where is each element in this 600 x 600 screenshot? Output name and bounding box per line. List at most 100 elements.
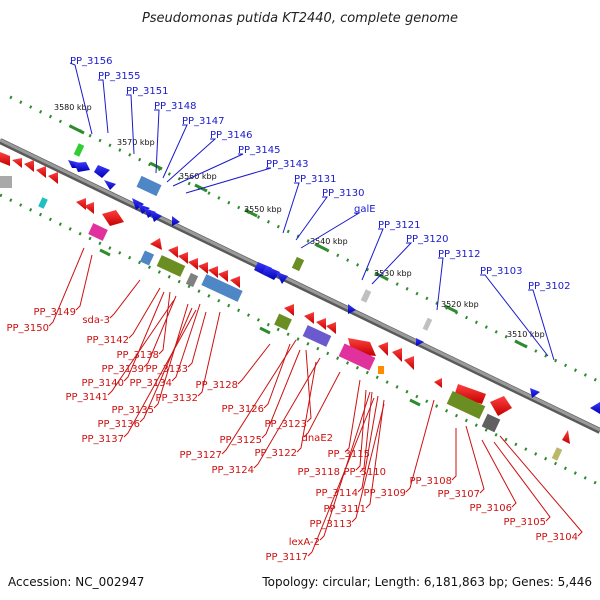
gene-label: PP_3138 xyxy=(116,350,159,361)
gene-label: PP_3106 xyxy=(469,503,512,514)
gene-arrow xyxy=(276,272,288,284)
kbp-tick-label: 3540 kbp xyxy=(310,237,348,246)
gene-label: PP_3133 xyxy=(145,364,188,375)
gene-arrow xyxy=(150,238,162,250)
gene-arrow xyxy=(0,152,10,166)
upper-leaders xyxy=(69,62,555,361)
gene-arrow xyxy=(218,270,228,282)
gene-arrow xyxy=(188,258,198,270)
gene-label: PP_3108 xyxy=(409,476,452,487)
gene-arrow xyxy=(104,180,116,190)
gene-arrow xyxy=(76,198,86,210)
gene-arrow xyxy=(198,262,208,274)
gene-block xyxy=(139,250,155,266)
gene-arrow xyxy=(416,338,424,346)
gene-arrow xyxy=(392,348,402,362)
gene-arrow xyxy=(168,246,178,258)
lower-blocks xyxy=(0,176,563,461)
gene-arrow xyxy=(454,384,486,404)
gene-label: PP_3142 xyxy=(86,335,129,346)
gene-block xyxy=(422,317,433,331)
gene-label: PP_3109 xyxy=(363,488,406,499)
gene-arrow xyxy=(316,318,326,330)
gene-label: PP_3136 xyxy=(97,419,140,430)
gene-label: PP_3150 xyxy=(6,323,49,334)
gene-block xyxy=(291,256,305,272)
kbp-tick-label: 3520 kbp xyxy=(441,300,479,309)
gene-block xyxy=(156,255,186,277)
gene-label: PP_3141 xyxy=(65,392,108,403)
gene-label: PP_3115 xyxy=(327,449,370,460)
gene-label: PP_3143 xyxy=(266,159,309,170)
gene-arrow xyxy=(24,160,34,172)
gene-arrow xyxy=(74,162,90,172)
gene-label: PP_3104 xyxy=(535,532,578,543)
gene-label: PP_3156 xyxy=(70,56,113,67)
gene-label: PP_3145 xyxy=(238,145,281,156)
upper-blocks xyxy=(73,143,433,331)
kbp-tick-label: 3560 kbp xyxy=(179,172,217,181)
gene-label: PP_3114 xyxy=(315,488,358,499)
gene-arrow xyxy=(102,210,124,226)
gene-arrow xyxy=(36,166,46,178)
gene-label: PP_3137 xyxy=(81,434,124,445)
gene-label: PP_3139 xyxy=(101,364,144,375)
upper-labels: PP_3156 PP_3155 PP_3151 PP_3148 PP_3147 … xyxy=(70,56,571,292)
gene-arrow xyxy=(378,342,388,356)
gene-arrow xyxy=(208,266,218,278)
genome-backbone xyxy=(0,138,600,434)
gene-block xyxy=(360,289,372,303)
kbp-tick-label: 3580 kbp xyxy=(54,103,92,112)
kbp-ticks: 3580 kbp 3570 kbp 3560 kbp 3550 kbp 3540… xyxy=(54,103,545,339)
gene-block xyxy=(201,274,243,302)
gene-block xyxy=(302,325,332,347)
kbp-tick-label: 3550 kbp xyxy=(244,205,282,214)
map-title: Pseudomonas putida KT2440, complete geno… xyxy=(142,11,458,26)
kbp-tick-label: 3570 kbp xyxy=(117,138,155,147)
forward-genes xyxy=(68,160,600,414)
gene-label: PP_3149 xyxy=(33,307,76,318)
gene-arrow xyxy=(178,252,188,264)
gene-arrow xyxy=(304,312,314,324)
gene-label: PP_3107 xyxy=(437,489,480,500)
gene-arrow xyxy=(144,208,156,218)
gene-block xyxy=(38,197,48,209)
gene-block xyxy=(185,272,199,288)
kbp-tick-label: 3530 kbp xyxy=(374,269,412,278)
gene-label: PP_3151 xyxy=(126,86,169,97)
gene-block xyxy=(338,343,376,371)
gene-label: PP_3140 xyxy=(81,378,124,389)
lower-labels: PP_3149 PP_3150 sda-3 PP_3142 PP_3138 PP… xyxy=(6,307,578,563)
gene-label: PP_3117 xyxy=(265,552,308,563)
gene-label: PP_3134 xyxy=(129,378,172,389)
gene-label: dnaE2 xyxy=(302,433,334,444)
gene-label: PP_3132 xyxy=(155,393,198,404)
topology-text: Topology: circular; Length: 6,181,863 bp… xyxy=(261,575,592,589)
gene-label: PP_3122 xyxy=(254,448,297,459)
gene-label: PP_3146 xyxy=(210,130,253,141)
gene-label: PP_3105 xyxy=(503,517,546,528)
gene-arrow xyxy=(434,378,442,388)
gene-label: galE xyxy=(354,204,376,215)
lower-leaders xyxy=(48,247,583,557)
gene-block xyxy=(0,176,12,188)
gene-arrow xyxy=(326,322,336,334)
gene-arrow xyxy=(48,172,58,184)
accession-text: Accession: NC_002947 xyxy=(8,575,144,589)
gene-label: PP_3125 xyxy=(219,435,262,446)
reverse-genes xyxy=(0,152,570,444)
gene-label: sda-3 xyxy=(82,315,110,326)
gene-arrow xyxy=(12,158,22,168)
gene-block xyxy=(136,175,162,197)
gene-arrow xyxy=(562,430,570,444)
gene-label: PP_3128 xyxy=(195,380,238,391)
gene-label: PP_3111 xyxy=(323,504,366,515)
gene-label: PP_3130 xyxy=(322,188,365,199)
gene-label: PP_3120 xyxy=(406,234,449,245)
gene-label: PP_3148 xyxy=(154,101,197,112)
gene-block xyxy=(446,391,486,419)
gene-arrow xyxy=(530,388,540,398)
gene-label: lexA-2 xyxy=(289,537,320,548)
gene-block xyxy=(551,447,563,461)
